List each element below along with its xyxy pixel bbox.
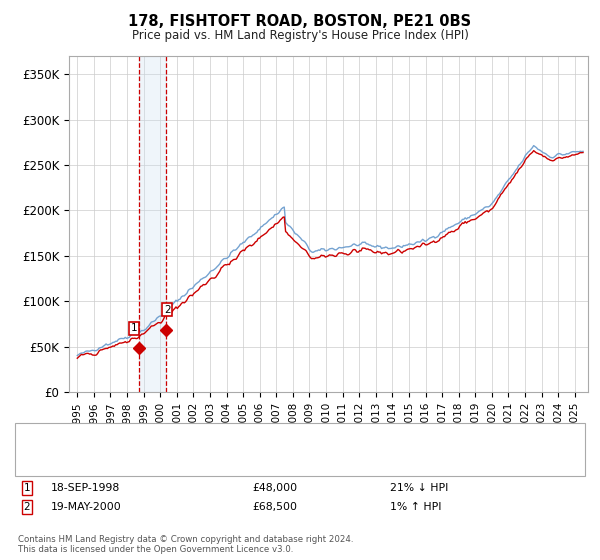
- Text: ——: ——: [27, 455, 52, 468]
- Bar: [139, 56, 166, 392]
- Text: 178, FISHTOFT ROAD, BOSTON, PE21 0BS: 178, FISHTOFT ROAD, BOSTON, PE21 0BS: [128, 14, 472, 29]
- Text: 1% ↑ HPI: 1% ↑ HPI: [390, 502, 442, 512]
- Text: Price paid vs. HM Land Registry's House Price Index (HPI): Price paid vs. HM Land Registry's House …: [131, 29, 469, 42]
- Text: 178, FISHTOFT ROAD, BOSTON, PE21 0BS (detached house): 178, FISHTOFT ROAD, BOSTON, PE21 0BS (de…: [57, 435, 384, 445]
- Text: 2: 2: [164, 305, 170, 315]
- Text: HPI: Average price, detached house, Boston: HPI: Average price, detached house, Bost…: [57, 456, 297, 466]
- Text: 1: 1: [23, 483, 31, 493]
- Text: 21% ↓ HPI: 21% ↓ HPI: [390, 483, 448, 493]
- Text: 19-MAY-2000: 19-MAY-2000: [51, 502, 122, 512]
- Text: ——: ——: [27, 433, 52, 446]
- Text: £48,000: £48,000: [252, 483, 297, 493]
- Text: 2: 2: [23, 502, 31, 512]
- Text: 18-SEP-1998: 18-SEP-1998: [51, 483, 120, 493]
- Text: £68,500: £68,500: [252, 502, 297, 512]
- Text: Contains HM Land Registry data © Crown copyright and database right 2024.
This d: Contains HM Land Registry data © Crown c…: [18, 535, 353, 554]
- Text: 1: 1: [131, 324, 137, 333]
